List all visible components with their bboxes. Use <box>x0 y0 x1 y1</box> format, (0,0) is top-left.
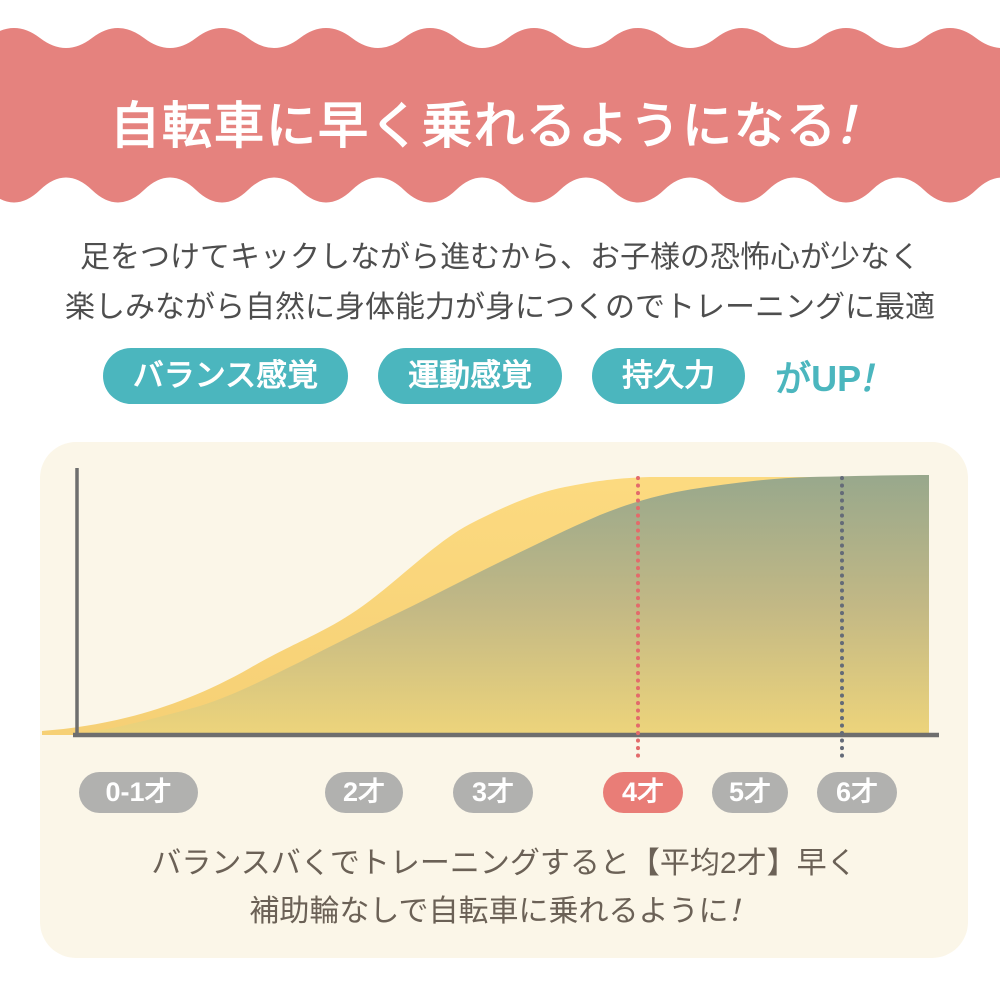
benefit-pill-endurance: 持久力 <box>592 348 746 404</box>
benefit-pill-balance: バランス感覚 <box>102 348 349 404</box>
age-ability-chart <box>42 468 939 758</box>
page-title: 自転車に早く乗れるようになる！ <box>0 86 1000 158</box>
page-title-exclamation: ！ <box>831 98 896 154</box>
chart-panel: 0-1才 2才 3才 4才 5才 6才 バランスバくでトレーニングすると【平均2… <box>40 442 968 958</box>
benefits-row: バランス感覚 運動感覚 持久力 がUP！ <box>0 348 1000 404</box>
up-suffix-text: がUP <box>775 358 862 399</box>
age-label-pill-2: 2才 <box>325 772 403 813</box>
intro-line-2: 楽しみながら自然に身体能力が身につくのでトレーニングに最適 <box>65 291 935 324</box>
banner-wave <box>0 28 1000 203</box>
page-title-text: 自転車に早く乗れるようになる <box>110 98 838 154</box>
chart-caption-exclamation: ！ <box>725 895 763 928</box>
age-label-pill-0-1: 0-1才 <box>79 772 198 813</box>
intro-text: 足をつけてキックしながら進むから、お子様の恐怖心が少なく 楽しみながら自然に身体… <box>0 233 1000 333</box>
age-label-pill-3: 3才 <box>453 772 533 813</box>
chart-caption-line-2: 補助輪なしで自転車に乗れるように！ <box>40 888 968 936</box>
chart-caption-line-2-text: 補助輪なしで自転車に乗れるように <box>249 895 729 928</box>
age-label-pill-5: 5才 <box>712 772 788 813</box>
up-suffix-exclamation: ！ <box>856 358 902 399</box>
age-label-pill-6: 6才 <box>817 772 897 813</box>
intro-line-1: 足をつけてキックしながら進むから、お子様の恐怖心が少なく <box>80 241 920 274</box>
age-label-pill-4-highlighted: 4才 <box>603 772 683 813</box>
chart-caption: バランスバくでトレーニングすると【平均2才】早く 補助輪なしで自転車に乗れるよう… <box>40 840 968 936</box>
chart-caption-line-1: バランスバくでトレーニングすると【平均2才】早く <box>151 847 857 880</box>
green-area-curve <box>77 475 929 735</box>
up-suffix: がUP！ <box>775 350 901 402</box>
benefit-pill-motion: 運動感覚 <box>378 348 563 404</box>
